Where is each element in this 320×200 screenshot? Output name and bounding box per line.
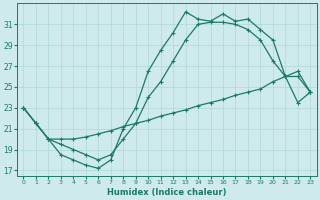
X-axis label: Humidex (Indice chaleur): Humidex (Indice chaleur) bbox=[107, 188, 227, 197]
